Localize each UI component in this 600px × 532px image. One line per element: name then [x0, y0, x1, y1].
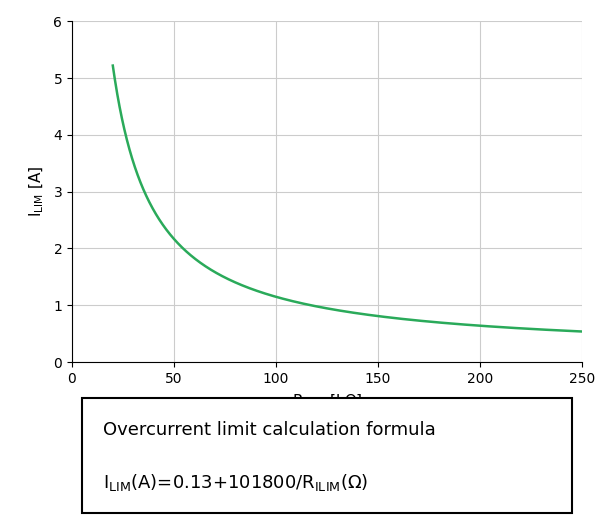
X-axis label: R$_\mathregular{ILIM}$ [kΩ]: R$_\mathregular{ILIM}$ [kΩ]: [292, 393, 362, 411]
Text: I$_\mathregular{LIM}$(A)=0.13+101800/R$_\mathregular{ILIM}$($\mathregular{\Omega: I$_\mathregular{LIM}$(A)=0.13+101800/R$_…: [103, 471, 368, 493]
Text: Overcurrent limit calculation formula: Overcurrent limit calculation formula: [103, 421, 436, 438]
Y-axis label: I$_\mathregular{LIM}$ [A]: I$_\mathregular{LIM}$ [A]: [28, 166, 46, 217]
FancyBboxPatch shape: [82, 398, 572, 513]
